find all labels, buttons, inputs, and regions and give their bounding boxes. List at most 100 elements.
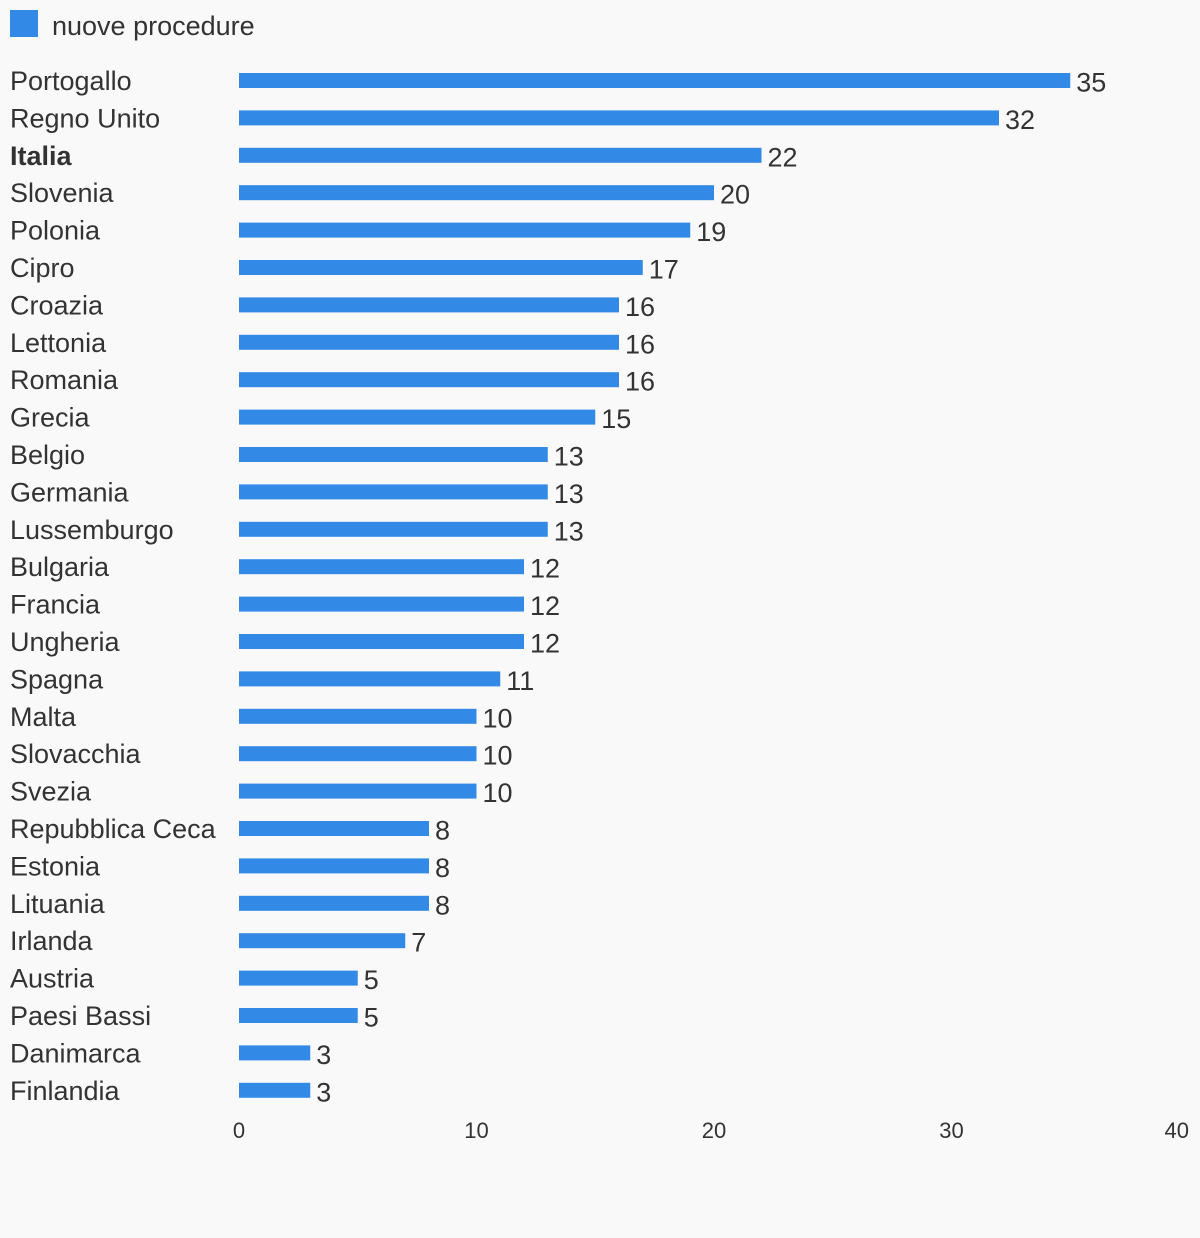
bar xyxy=(239,559,524,575)
legend-swatch xyxy=(10,10,38,37)
value-label: 13 xyxy=(554,479,584,509)
value-label: 16 xyxy=(625,329,655,359)
bar-row: Bulgaria 12 xyxy=(10,552,560,584)
bar xyxy=(239,409,596,425)
value-label: 5 xyxy=(364,1003,379,1033)
value-label: 10 xyxy=(483,778,513,808)
bar xyxy=(239,933,406,949)
x-tick-label: 20 xyxy=(702,1118,726,1143)
bar-row: Malta 10 xyxy=(10,702,513,734)
value-label: 16 xyxy=(625,292,655,322)
category-label: Belgio xyxy=(10,440,85,470)
bar-row: Estonia 8 xyxy=(10,851,450,883)
category-label: Danimarca xyxy=(10,1038,142,1068)
category-label: Malta xyxy=(10,702,77,732)
value-label: 7 xyxy=(411,928,426,958)
bar xyxy=(239,895,429,911)
category-label: Finlandia xyxy=(10,1076,121,1106)
bar xyxy=(239,297,619,313)
bar xyxy=(239,1045,311,1061)
bar xyxy=(239,1082,311,1098)
value-label: 12 xyxy=(530,591,560,621)
legend-label: nuove procedure xyxy=(52,11,255,41)
value-label: 35 xyxy=(1076,68,1106,98)
bar xyxy=(239,1008,358,1023)
bar-row: Danimarca 3 xyxy=(10,1038,331,1070)
value-label: 22 xyxy=(768,142,798,172)
category-label: Portogallo xyxy=(10,66,132,96)
category-label: Estonia xyxy=(10,851,101,881)
value-label: 8 xyxy=(435,853,450,883)
x-tick-label: 0 xyxy=(233,1118,245,1143)
bar-row: Spagna 11 xyxy=(10,664,534,696)
bar xyxy=(239,821,429,836)
bar-row: Portogallo 35 xyxy=(10,66,1106,98)
value-label: 20 xyxy=(720,180,750,210)
value-label: 10 xyxy=(483,741,513,771)
bar-row: Francia 12 xyxy=(10,590,560,622)
bar xyxy=(239,222,691,238)
value-label: 10 xyxy=(483,703,513,733)
bar-row: Regno Unito 32 xyxy=(10,103,1035,134)
bar-row: Belgio 13 xyxy=(10,440,584,472)
category-label: Spagna xyxy=(10,664,104,694)
bar-row: Svezia 10 xyxy=(10,777,513,809)
bar-row: Lituania 8 xyxy=(10,889,450,921)
category-label: Austria xyxy=(10,964,95,994)
bar-row: Italia 22 xyxy=(10,141,798,173)
category-label: Repubblica Ceca xyxy=(10,814,217,844)
bar xyxy=(239,147,762,163)
bar-row: Lettonia 16 xyxy=(10,328,655,360)
x-tick-label: 10 xyxy=(464,1118,488,1143)
bar xyxy=(239,521,548,537)
bar xyxy=(239,970,358,986)
value-label: 32 xyxy=(1005,105,1035,135)
category-label: Germania xyxy=(10,477,130,507)
category-label: Svezia xyxy=(10,777,92,807)
value-label: 16 xyxy=(625,367,655,397)
bar xyxy=(239,260,643,275)
bar-row: Croazia 16 xyxy=(10,290,655,322)
bar xyxy=(239,447,548,462)
legend: nuove procedure xyxy=(10,10,255,41)
category-label: Regno Unito xyxy=(10,103,160,133)
bar xyxy=(239,671,501,687)
value-label: 3 xyxy=(316,1077,331,1107)
category-label: Ungheria xyxy=(10,627,121,657)
bar xyxy=(239,334,619,350)
category-label: Romania xyxy=(10,365,119,395)
bar-row: Paesi Bassi 5 xyxy=(10,1001,379,1033)
bar-row: Irlanda 7 xyxy=(10,926,426,958)
bar-row: Grecia 15 xyxy=(10,403,631,435)
value-label: 11 xyxy=(506,666,534,696)
category-label: Lituania xyxy=(10,889,106,919)
bar xyxy=(239,708,477,724)
bar xyxy=(239,73,1071,88)
category-label: Croazia xyxy=(10,290,104,320)
bar xyxy=(239,484,548,500)
category-label: Irlanda xyxy=(10,926,94,956)
bar-row: Austria 5 xyxy=(10,964,379,996)
value-label: 12 xyxy=(530,629,560,659)
category-label: Slovacchia xyxy=(10,739,142,769)
value-label: 8 xyxy=(435,890,450,920)
bar-row: Cipro 17 xyxy=(10,253,679,285)
x-tick-label: 40 xyxy=(1165,1118,1189,1143)
value-label: 17 xyxy=(649,255,679,285)
category-label: Lettonia xyxy=(10,328,107,358)
bar xyxy=(239,110,999,126)
bar xyxy=(239,596,524,612)
value-label: 13 xyxy=(554,516,584,546)
bar xyxy=(239,858,429,874)
value-label: 15 xyxy=(601,404,631,434)
bar-row: Repubblica Ceca 8 xyxy=(10,814,450,846)
value-label: 3 xyxy=(316,1040,331,1070)
value-label: 5 xyxy=(364,965,379,995)
category-label: Paesi Bassi xyxy=(10,1001,151,1031)
bar-row: Polonia 19 xyxy=(10,216,726,248)
category-label: Italia xyxy=(10,141,73,171)
category-label: Grecia xyxy=(10,403,91,433)
bar-row: Ungheria 12 xyxy=(10,627,560,659)
bar xyxy=(239,634,524,649)
